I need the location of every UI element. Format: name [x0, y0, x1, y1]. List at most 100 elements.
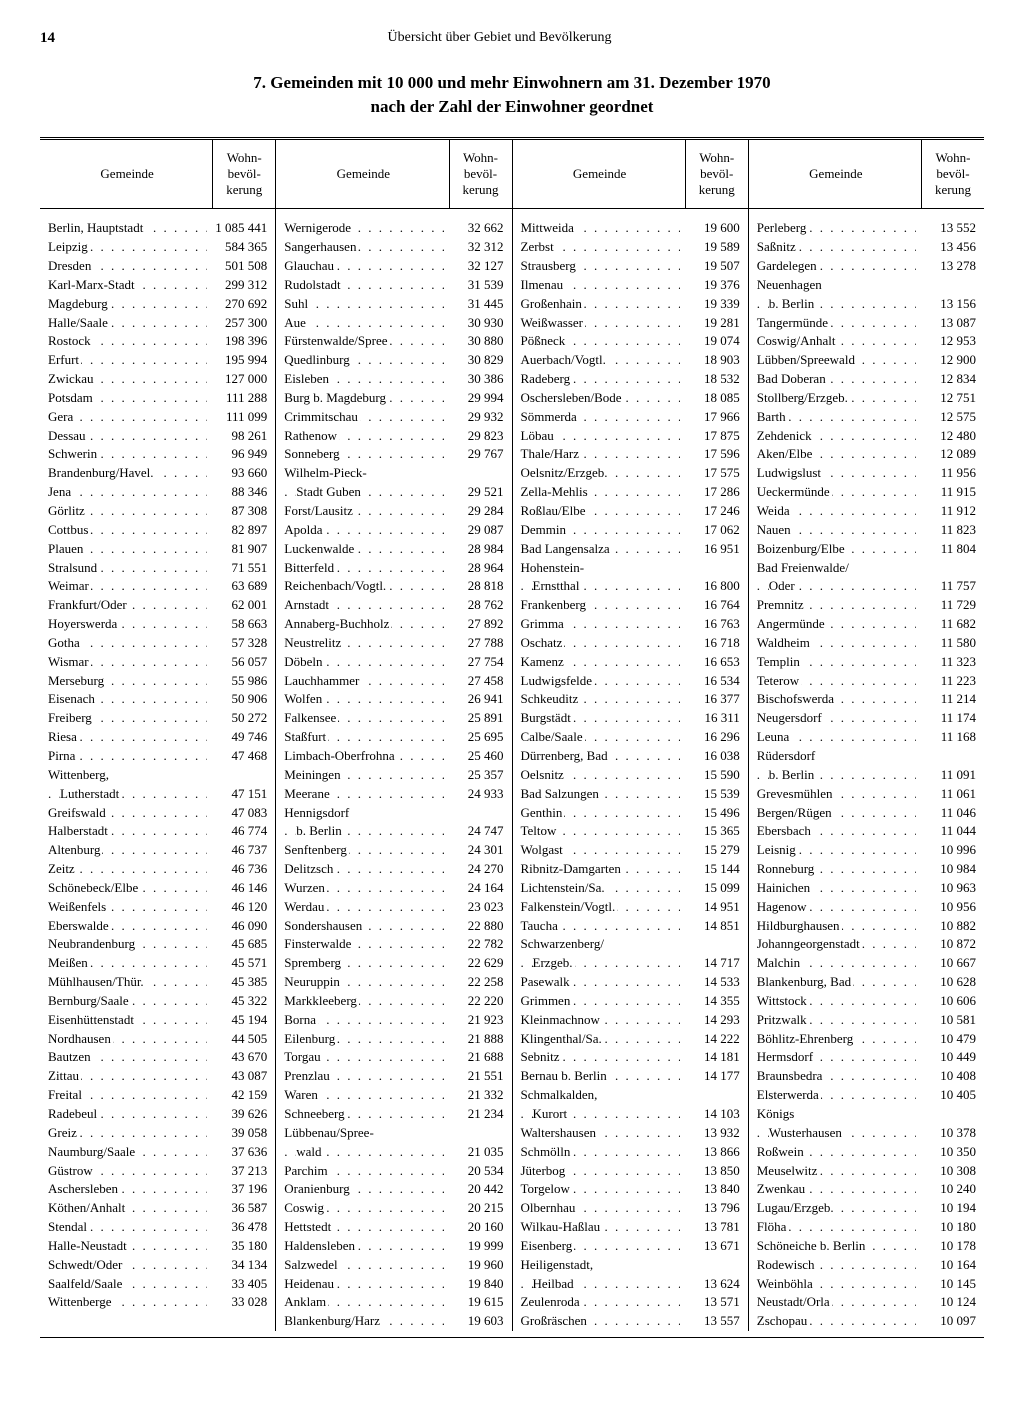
table-row: Schmalkalden, — [513, 1086, 748, 1105]
population-value: 22 220 — [450, 992, 512, 1011]
municipality-name: Magdeburg — [40, 295, 213, 314]
population-value — [922, 276, 984, 295]
population-value: 15 539 — [686, 785, 748, 804]
municipality-name: Köthen/Anhalt — [40, 1199, 213, 1218]
running-head: Übersicht über Gebiet und Bevölkerung — [55, 30, 944, 47]
table-row: Lichtenstein/Sa.15 099 — [513, 879, 748, 898]
table-row: Zschopau10 097 — [749, 1312, 984, 1331]
population-value: 16 311 — [686, 709, 748, 728]
population-value: 257 300 — [213, 314, 275, 333]
table-row: Heidenau19 840 — [276, 1275, 511, 1294]
municipality-name: Erfurt — [40, 351, 213, 370]
table-row: Waldheim11 580 — [749, 634, 984, 653]
municipality-name: Finsterwalde — [276, 935, 449, 954]
municipality-name: Rodewisch — [749, 1256, 922, 1275]
table-row: Eilenburg21 888 — [276, 1030, 511, 1049]
population-value: 63 689 — [213, 577, 275, 596]
population-value: 14 181 — [686, 1048, 748, 1067]
population-value: 16 951 — [686, 540, 748, 559]
table-row: Weinböhla10 145 — [749, 1275, 984, 1294]
municipality-name: Quedlinburg — [276, 351, 449, 370]
table-row: Fürstenwalde/Spree30 880 — [276, 332, 511, 351]
table-row: Gera111 099 — [40, 408, 275, 427]
municipality-name: Ludwigsfelde — [513, 672, 686, 691]
population-value: 19 507 — [686, 257, 748, 276]
population-value: 584 365 — [213, 238, 275, 257]
population-value: 14 293 — [686, 1011, 748, 1030]
table-row: Potsdam111 288 — [40, 389, 275, 408]
table-row: Waren21 332 — [276, 1086, 511, 1105]
population-value: 12 089 — [922, 445, 984, 464]
municipality-name: Frankenberg — [513, 596, 686, 615]
municipality-name: Flöha — [749, 1218, 922, 1237]
population-value: 10 097 — [922, 1312, 984, 1331]
population-value: 11 915 — [922, 483, 984, 502]
municipality-name: Lübbenau/Spree- — [276, 1124, 449, 1143]
population-value: 15 365 — [686, 822, 748, 841]
table-column: GemeindeWohn-bevöl-kerungPerleberg13 552… — [749, 140, 984, 1332]
table-row: Wittenberg, — [40, 766, 275, 785]
table-row: Stollberg/Erzgeb.12 751 — [749, 389, 984, 408]
table-row: Nordhausen44 505 — [40, 1030, 275, 1049]
table-row: Borna21 923 — [276, 1011, 511, 1030]
municipality-name: Zehdenick — [749, 427, 922, 446]
municipality-name: Halle-Neustadt — [40, 1237, 213, 1256]
municipality-name: Radeberg — [513, 370, 686, 389]
population-value: 24 164 — [450, 879, 512, 898]
table-row: Bautzen43 670 — [40, 1048, 275, 1067]
population-value: 127 000 — [213, 370, 275, 389]
page-number: 14 — [40, 30, 55, 47]
population-value: 30 880 — [450, 332, 512, 351]
municipality-name: Cottbus — [40, 521, 213, 540]
table-row: Lauchhammer27 458 — [276, 672, 511, 691]
population-value: 87 308 — [213, 502, 275, 521]
municipality-name: Wolfen — [276, 690, 449, 709]
table-row: Leipzig584 365 — [40, 238, 275, 257]
population-value: 10 178 — [922, 1237, 984, 1256]
municipality-name: Sömmerda — [513, 408, 686, 427]
table-row: Wilkau-Haßlau13 781 — [513, 1218, 748, 1237]
municipality-name: Ueckermünde — [749, 483, 922, 502]
population-value: 14 103 — [686, 1105, 748, 1124]
municipality-name: Annaberg-Buchholz — [276, 615, 449, 634]
municipality-name: Wittenberg, — [40, 766, 213, 785]
table-row: Ebersbach11 044 — [749, 822, 984, 841]
population-value: 111 099 — [213, 408, 275, 427]
municipality-name: Grimmen — [513, 992, 686, 1011]
municipality-name: Schkeuditz — [513, 690, 686, 709]
table-row: Heilbad13 624 — [513, 1275, 748, 1294]
municipality-name: Eisenhüttenstadt — [40, 1011, 213, 1030]
municipality-name: Erzgeb. — [513, 954, 686, 973]
population-value: 10 628 — [922, 973, 984, 992]
table-row: Erfurt195 994 — [40, 351, 275, 370]
population-value: 14 717 — [686, 954, 748, 973]
population-value: 14 355 — [686, 992, 748, 1011]
table-row: b. Berlin11 091 — [749, 766, 984, 785]
table-row: Grimma16 763 — [513, 615, 748, 634]
table-row: Malchin10 667 — [749, 954, 984, 973]
municipality-name: Bad Salzungen — [513, 785, 686, 804]
municipality-name: Roßwein — [749, 1143, 922, 1162]
population-value: 1 085 441 — [213, 219, 275, 238]
table-row: Blankenburg, Bad10 628 — [749, 973, 984, 992]
population-value: 44 505 — [213, 1030, 275, 1049]
table-row: Lübben/Spreewald12 900 — [749, 351, 984, 370]
municipality-name: Aken/Elbe — [749, 445, 922, 464]
table-row: Oelsnitz15 590 — [513, 766, 748, 785]
table-column: GemeindeWohn-bevöl-kerungWernigerode32 6… — [276, 140, 512, 1332]
table-row: Neustadt/Orla10 124 — [749, 1293, 984, 1312]
column-header: GemeindeWohn-bevöl-kerung — [40, 140, 275, 210]
municipality-name: Saßnitz — [749, 238, 922, 257]
population-value: 71 551 — [213, 559, 275, 578]
municipality-name: Ludwigslust — [749, 464, 922, 483]
population-value: 43 670 — [213, 1048, 275, 1067]
municipality-name: Wilhelm-Pieck- — [276, 464, 449, 483]
municipality-name: Wusterhausen — [749, 1124, 922, 1143]
population-value: 29 284 — [450, 502, 512, 521]
population-value: 13 671 — [686, 1237, 748, 1256]
population-value: 21 688 — [450, 1048, 512, 1067]
population-value: 45 322 — [213, 992, 275, 1011]
table-row: Grevesmühlen11 061 — [749, 785, 984, 804]
municipality-name: Lauchhammer — [276, 672, 449, 691]
municipality-name: Hohenstein- — [513, 559, 686, 578]
